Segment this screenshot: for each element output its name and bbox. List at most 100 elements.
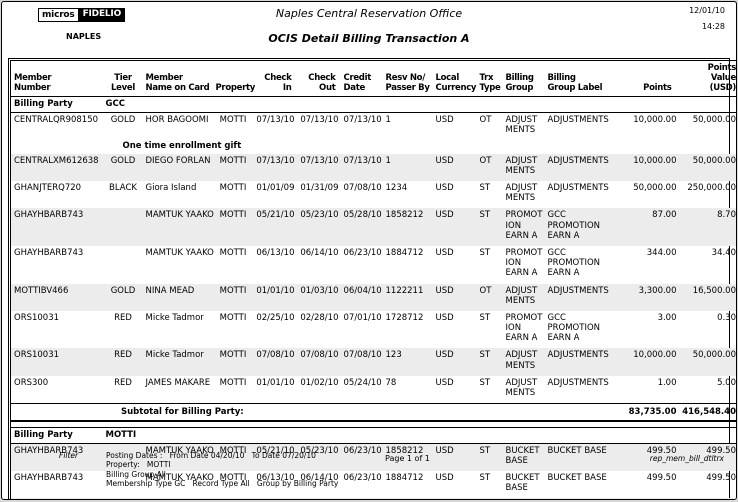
table-cell: 50,000.00 — [692, 350, 736, 361]
column-header: Check In — [252, 60, 297, 98]
filter-line: Membership Type GC Record Type All Group… — [106, 479, 339, 489]
table-cell: RED — [103, 498, 143, 499]
table-cell: GCC PROMOTION EARN A — [547, 312, 601, 344]
table-cell: JAMES MAKARE — [145, 377, 211, 388]
table-cell: 78 — [385, 377, 397, 388]
table-body: Billing Party GCC CENTRALQR908150 GOLD HOR B… — [10, 96, 736, 499]
table-cell: 06/14/10 — [300, 247, 339, 258]
table-cell: 499.50 — [706, 445, 736, 456]
table-cell: ORS10031 — [14, 350, 60, 361]
table-cell: 5.00 — [717, 377, 736, 388]
table-cell: 1 — [385, 115, 391, 126]
table-cell: 01/01/10 — [256, 285, 295, 296]
table-row: GHAYHBARB743 MAMTUK YAAKO MOTTI 05/21/10 05/… — [10, 443, 736, 472]
table-cell: 1728712 — [383, 498, 433, 499]
table-row: ORS300 RED JAMES MAKARE MOTTI 01/01/10 01/02/… — [11, 376, 736, 404]
table-cell: PROMOTION EARN A — [505, 247, 543, 279]
table-cell: USD — [435, 445, 454, 456]
report-table-area: Member Number Tier Level Member Name on Ca… — [8, 58, 736, 499]
table-cell: Billing Party — [10, 96, 103, 114]
table-cell: MAMTUK YAAKO — [145, 210, 214, 221]
fidelio-logo-text: FIDELIO — [78, 8, 126, 22]
table-cell: 50,000.00 — [692, 115, 736, 126]
table-cell: ST — [479, 312, 491, 323]
table-cell: BLACK — [109, 183, 137, 194]
table-cell: ADJUSTMENTS — [505, 377, 538, 399]
table-cell: MAMTUK YAAKO — [145, 445, 214, 456]
table-cell: ADJUSTMENTS — [505, 285, 538, 306]
table-cell: 16,500.00 — [692, 285, 736, 296]
report-title: OCIS Detail Billing Transaction A — [268, 32, 470, 45]
column-header-row: Member Number Tier Level Member Name on Ca… — [10, 60, 736, 98]
table-cell: 1884712 — [385, 247, 424, 258]
table-cell: 50,000.00 — [692, 155, 736, 166]
table-cell: One time enrollment gift — [122, 140, 242, 151]
micros-fidelio-logo: micros FIDELIO — [38, 8, 126, 22]
table-cell: 10,000.00 — [633, 115, 677, 126]
table-cell: 250,000.00 — [687, 183, 736, 194]
table-cell: 499.50 — [646, 473, 677, 484]
table-cell: 06/13/10 — [256, 247, 295, 258]
table-cell: 01/02/10 — [300, 377, 339, 388]
table-cell: 01/01/10 — [256, 377, 295, 388]
table-cell: 1 — [385, 155, 391, 166]
table-cell: USD — [435, 285, 454, 296]
table-cell: USD — [435, 377, 454, 388]
table-cell: USD — [435, 183, 454, 194]
table-cell: GOLD — [110, 155, 136, 166]
table-cell: ADJUSTMENTS — [547, 115, 609, 126]
table-cell: USD — [435, 312, 454, 323]
table-cell: USD — [435, 247, 454, 258]
table-cell: 83,735.00 — [622, 403, 679, 423]
table-cell: 02/25/10 — [253, 498, 297, 499]
table-cell: GOLD — [110, 285, 136, 296]
table-cell: MOTTIBV466 — [14, 285, 69, 296]
table-cell: 07/13/10 — [256, 115, 295, 126]
table-cell — [11, 141, 103, 154]
table-cell: USD — [435, 155, 454, 166]
table-row: CENTRALQR908150 GOLD HOR BAGOOMI MOTTI 07/13… — [11, 113, 736, 141]
table-cell: 06/14/10 — [300, 473, 339, 484]
table-cell: BUCKET BASE — [547, 445, 607, 456]
table-cell: ORS10031 — [11, 498, 103, 499]
office-name: Naples Central Reservation Office — [275, 7, 463, 20]
column-header: Billing Group — [502, 60, 545, 98]
table-cell: ADJUSTMENTS — [505, 115, 538, 136]
filter-line: Billing Group All — [106, 469, 166, 479]
table-cell: 05/23/10 — [300, 210, 339, 221]
report-table: Member Number Tier Level Member Name on Ca… — [10, 60, 736, 499]
table-cell: ST — [479, 473, 491, 484]
table-cell: USD — [435, 115, 454, 126]
table-cell: 0.30 — [717, 312, 736, 323]
table-cell: GCC PROMOTION EARN A — [547, 210, 601, 241]
table-cell: DIEGO FORLAN — [145, 155, 211, 166]
table-cell: 8.70 — [717, 210, 736, 221]
table-cell: 01/03/10 — [300, 285, 339, 296]
report-id: rep_mem_bill_dtltrx — [649, 454, 724, 463]
table-cell: 07/01/10 — [341, 498, 383, 499]
table-cell: 07/01/10 — [343, 312, 382, 323]
report-footer-filter: Filter Posting Dates : From Date 04/20/1… — [59, 451, 338, 489]
table-cell: 499.50 — [706, 473, 736, 484]
table-cell: ST — [479, 210, 491, 221]
table-cell: MAMTUK YAAKO — [145, 473, 214, 484]
table-cell: 06/04/10 — [343, 285, 382, 296]
column-header: Member Number — [10, 60, 103, 98]
table-cell: ADJUSTMENTS — [505, 155, 538, 176]
column-header: Property — [212, 60, 255, 98]
table-cell: MOTTI — [102, 426, 736, 444]
table-cell: 3,300.00 — [638, 285, 677, 296]
table-cell: MOTTI — [219, 115, 247, 126]
table-cell: MOTTI — [219, 155, 247, 166]
table-cell: GHAYHBARB743 — [14, 473, 84, 484]
table-cell: MOTTI — [219, 350, 247, 361]
table-cell: MOTTI — [219, 183, 247, 194]
run-date: 12/01/10 — [689, 6, 725, 15]
table-cell: GCC PROMOTION EARN A — [547, 247, 601, 279]
table-cell: OT — [479, 155, 492, 166]
table-cell: 10,000.00 — [633, 350, 677, 361]
table-cell: USD — [435, 473, 454, 484]
table-cell: MAMTUK YAAKO — [145, 247, 214, 258]
table-cell: USD — [435, 210, 454, 221]
